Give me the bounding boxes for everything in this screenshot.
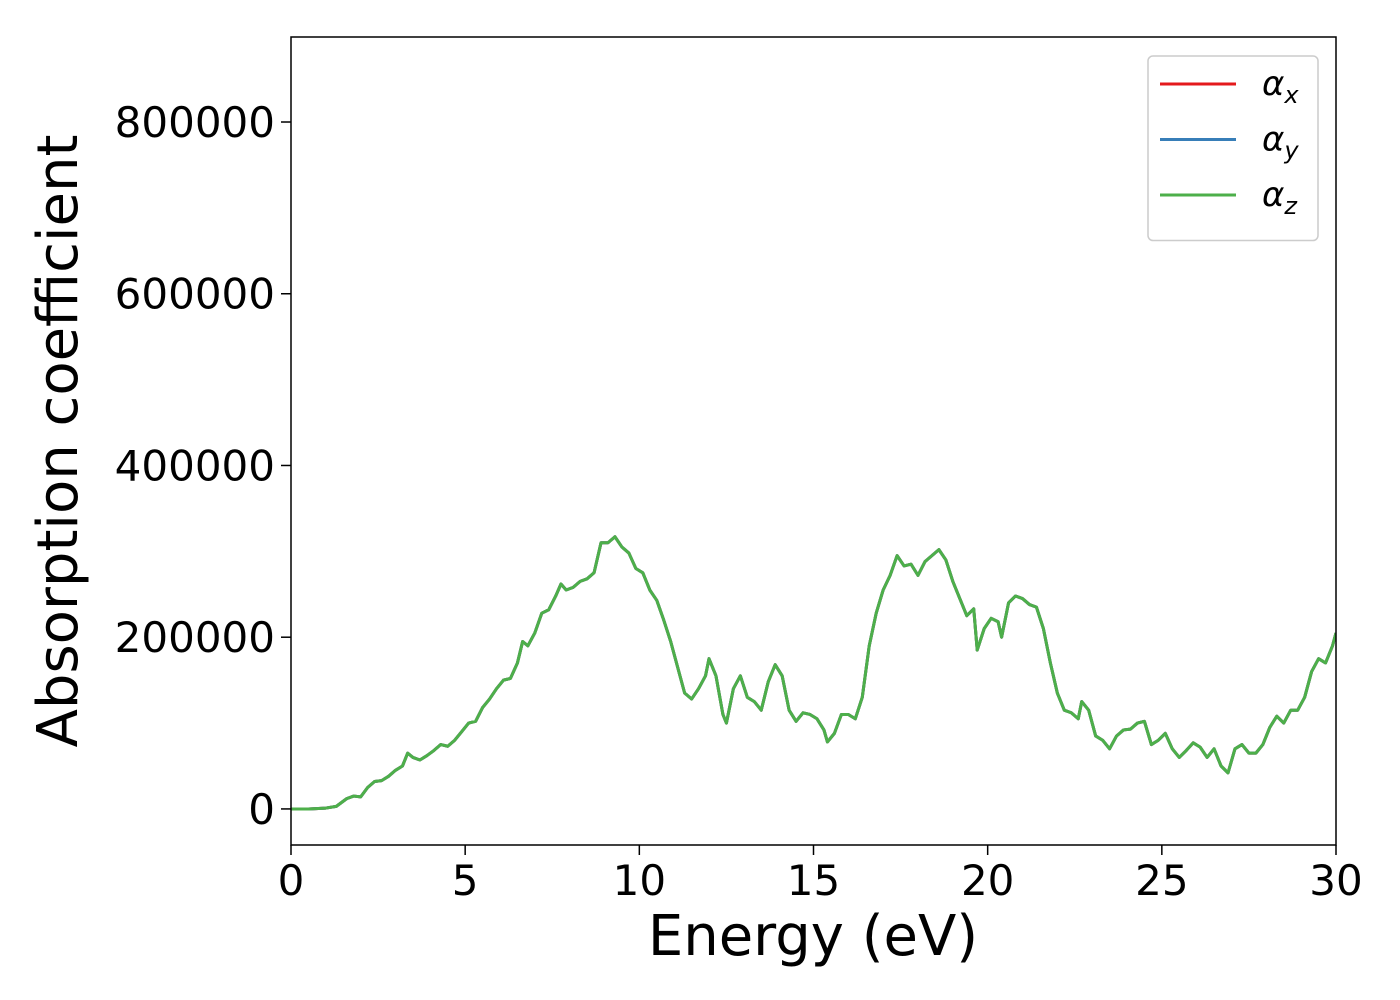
y-axis-label: Absorption coefficient [26, 135, 91, 748]
y-tick-label: 600000 [115, 270, 275, 319]
line-series [291, 535, 1336, 811]
x-axis-label: Energy (eV) [648, 904, 978, 969]
legend-label: αx [1262, 64, 1299, 109]
x-tick-label: 25 [1135, 856, 1188, 905]
y-tick-label: 200000 [115, 613, 275, 662]
line-series [291, 535, 1336, 811]
x-tick-label: 20 [961, 856, 1014, 905]
x-tick-label: 30 [1309, 856, 1362, 905]
x-tick-label: 0 [278, 856, 305, 905]
legend-label: αy [1262, 120, 1299, 165]
legend-label: αz [1262, 175, 1298, 220]
x-tick-label: 15 [787, 856, 840, 905]
y-tick-label: 0 [248, 785, 275, 834]
plot-frame [290, 36, 1337, 846]
line-series [291, 535, 1336, 811]
y-tick-label: 400000 [115, 441, 275, 490]
x-tick-label: 10 [613, 856, 666, 905]
y-tick-label: 800000 [115, 98, 275, 147]
x-tick-label: 5 [452, 856, 479, 905]
